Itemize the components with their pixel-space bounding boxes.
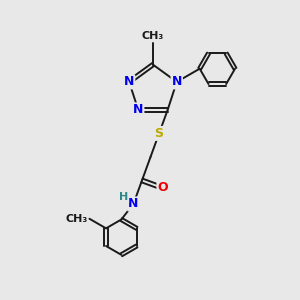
Text: H: H — [119, 193, 129, 202]
Text: N: N — [133, 103, 143, 116]
Text: CH₃: CH₃ — [142, 31, 164, 41]
Text: S: S — [154, 127, 164, 140]
Text: N: N — [172, 75, 182, 88]
Text: CH₃: CH₃ — [66, 214, 88, 224]
Text: O: O — [158, 182, 168, 194]
Text: N: N — [124, 75, 134, 88]
Text: N: N — [128, 197, 139, 211]
